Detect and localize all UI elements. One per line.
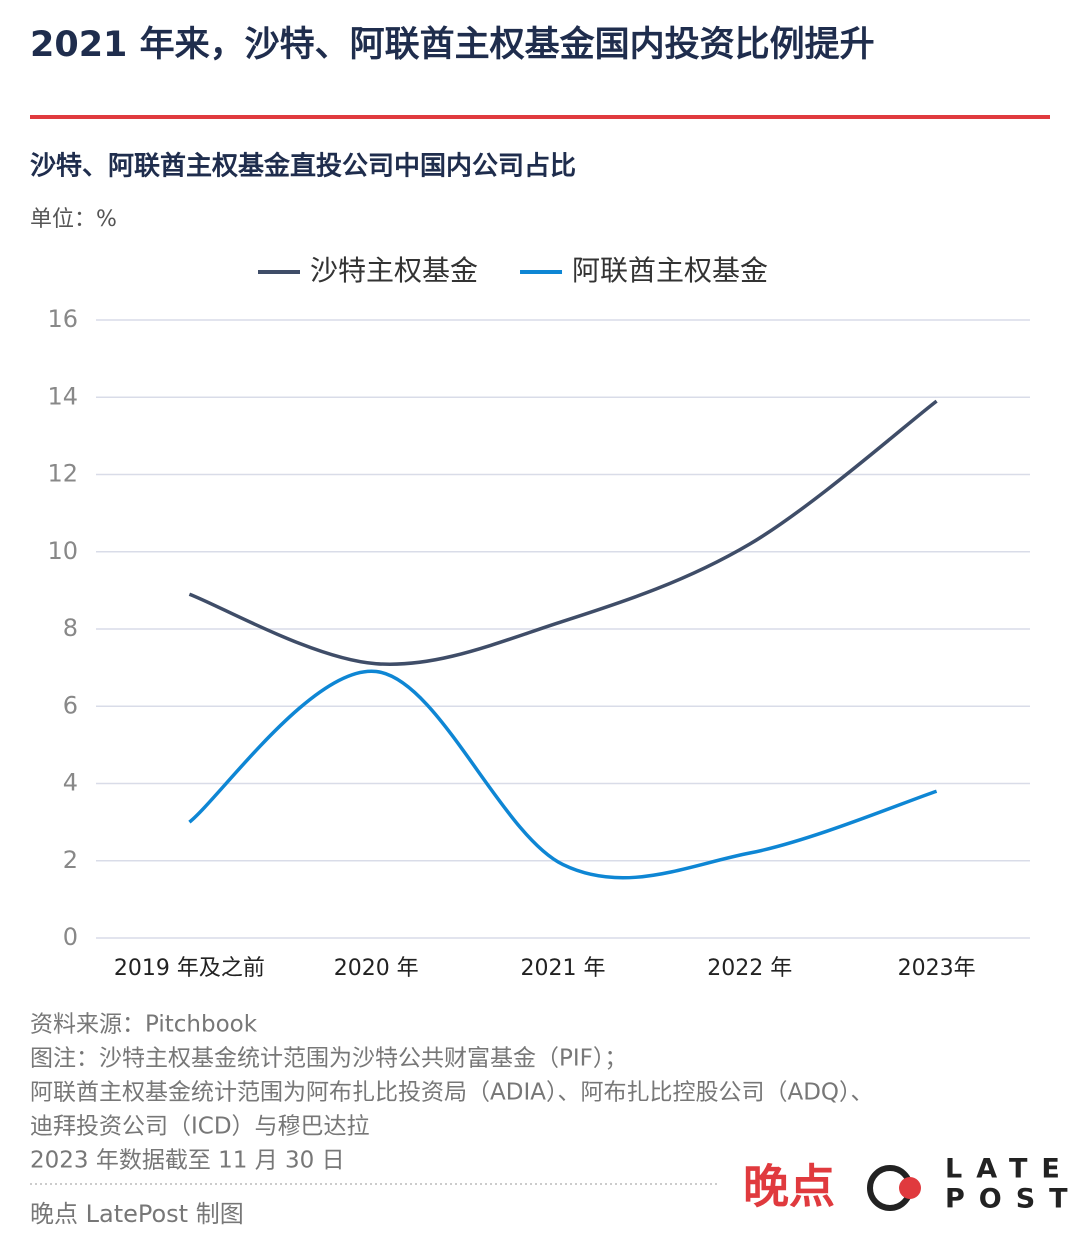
y-tick-label: 4 — [63, 769, 78, 797]
y-tick-label: 10 — [47, 537, 78, 565]
x-tick-label: 2023年 — [898, 956, 976, 981]
unit-label: 单位：% — [30, 207, 117, 232]
y-tick-label: 14 — [47, 382, 78, 410]
chart-title: 沙特、阿联酋主权基金直投公司中国内公司占比 — [30, 151, 576, 182]
footer-note: 资料来源：Pitchbook — [30, 1012, 258, 1038]
legend-label: 阿联酋主权基金 — [572, 254, 768, 287]
y-tick-label: 6 — [63, 691, 78, 719]
footer-note: 图注：沙特主权基金统计范围为沙特公共财富基金（PIF）； — [30, 1046, 627, 1072]
page-title: 2021 年来，沙特、阿联酋主权基金国内投资比例提升 — [30, 24, 875, 65]
footer-note: 2023 年数据截至 11 月 30 日 — [30, 1148, 345, 1174]
logo-cn: 晚点 — [743, 1160, 835, 1214]
x-tick-label: 2020 年 — [334, 956, 419, 981]
x-tick-label: 2022 年 — [707, 956, 792, 981]
footer-note: 阿联酋主权基金统计范围为阿布扎比投资局（ADIA）、阿布扎比控股公司（ADQ）、 — [30, 1080, 874, 1106]
series-line — [188, 669, 938, 880]
y-tick-label: 16 — [47, 305, 78, 333]
legend-label: 沙特主权基金 — [310, 254, 478, 287]
y-tick-label: 2 — [63, 846, 78, 874]
y-tick-label: 0 — [63, 923, 78, 951]
credit: 晚点 LatePost 制图 — [30, 1200, 244, 1228]
y-tick-label: 8 — [63, 614, 78, 642]
series-line — [188, 399, 938, 667]
footer-note: 迪拜投资公司（ICD）与穆巴达拉 — [30, 1114, 370, 1140]
y-tick-label: 12 — [47, 460, 78, 488]
logo-dot — [899, 1177, 921, 1199]
logo-en: POST — [945, 1184, 1080, 1215]
x-tick-label: 2019 年及之前 — [114, 956, 265, 981]
logo-en: LATE — [945, 1154, 1074, 1185]
x-tick-label: 2021 年 — [521, 956, 606, 981]
